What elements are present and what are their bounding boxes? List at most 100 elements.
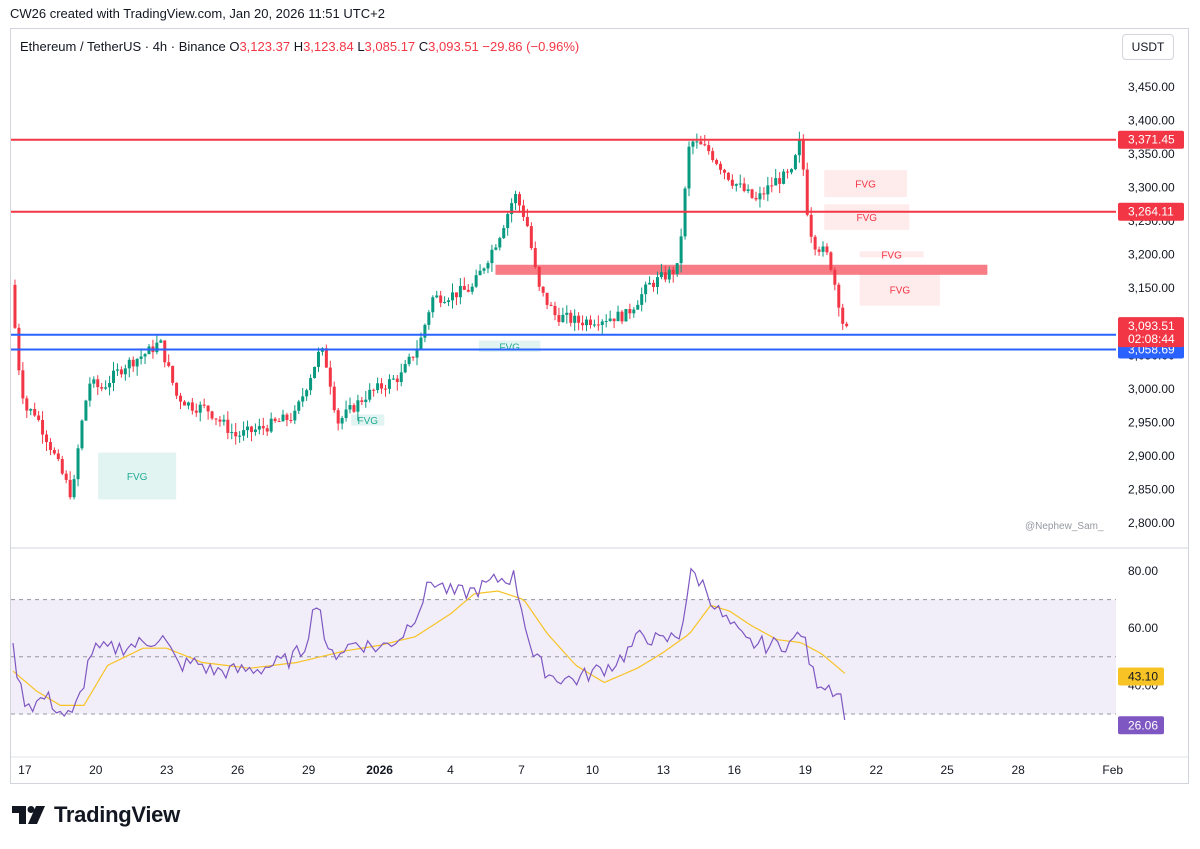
price-tick-label: 2,950.00: [1128, 415, 1175, 429]
candle-body: [490, 249, 494, 264]
candle-body: [789, 169, 793, 173]
candle-body: [711, 151, 715, 160]
candle-body: [399, 372, 403, 382]
time-tick-label: 23: [160, 763, 174, 777]
candle-body: [56, 453, 60, 460]
candle-body: [179, 395, 183, 402]
candle-body: [730, 179, 734, 186]
candle-body: [719, 163, 723, 170]
candle-body: [305, 390, 309, 397]
candle-body: [119, 369, 123, 375]
candle-body: [104, 387, 108, 389]
candle-body: [37, 415, 41, 420]
candle-body: [644, 284, 648, 295]
price-tick-label: 3,350.00: [1128, 147, 1175, 161]
candle-body: [60, 459, 64, 474]
candle-body: [829, 252, 833, 270]
candle-body: [100, 387, 104, 389]
rsi-line: [12, 567, 846, 721]
fvg-label: FVG: [890, 286, 911, 297]
candle-body: [202, 404, 206, 406]
fvg-label: FVG: [499, 342, 520, 353]
time-tick-label: 25: [940, 763, 954, 777]
chart-frame: [10, 28, 1189, 784]
fvg-label: FVG: [881, 250, 902, 261]
candle-body: [131, 359, 135, 367]
candle-body: [301, 396, 305, 402]
price-tick-label: 3,400.00: [1128, 114, 1175, 128]
time-tick-label: 29: [302, 763, 316, 777]
candle-body: [289, 419, 293, 421]
candle-body: [344, 409, 348, 419]
time-tick-label: 20: [89, 763, 103, 777]
resistance-price-tag-bg: [1118, 202, 1184, 221]
fvg-box: [859, 273, 941, 306]
candle-body: [190, 402, 194, 411]
candle-body: [691, 141, 695, 147]
candle-body: [671, 269, 675, 274]
candle-body: [813, 236, 817, 250]
candle-body: [687, 146, 691, 189]
rsi-value-tag-bg: [1118, 716, 1164, 735]
candle-body: [557, 315, 561, 323]
candle-body: [782, 171, 786, 184]
candle-body: [581, 322, 585, 326]
last-price-tag: 3,093.51: [1128, 319, 1175, 333]
candle-body: [163, 340, 167, 363]
candle-body: [206, 405, 210, 412]
candle-body: [249, 426, 253, 433]
candle-body: [348, 405, 352, 410]
candle-body: [108, 383, 112, 388]
candle-body: [419, 337, 423, 350]
price-tick-label: 3,300.00: [1128, 181, 1175, 195]
candle-body: [707, 145, 711, 152]
candle-body: [482, 268, 486, 271]
candle-body: [628, 309, 632, 314]
candle-body: [778, 178, 782, 184]
candle-body: [604, 320, 608, 322]
candle-body: [431, 297, 435, 313]
candle-body: [648, 282, 652, 285]
rsi-tick-label: 80.00: [1128, 564, 1158, 578]
candle-body: [328, 367, 332, 387]
watermark-text: @Nephew_Sam_: [1025, 521, 1104, 532]
candle-body: [13, 284, 17, 328]
fvg-label: FVG: [357, 416, 378, 427]
fvg-box: [859, 251, 924, 258]
tradingview-logo[interactable]: TradingView: [12, 802, 180, 828]
rsi-tick-label: 60.00: [1128, 621, 1158, 635]
fvg-box: [478, 340, 541, 352]
candle-body: [612, 318, 616, 322]
price-tick-label: 2,850.00: [1128, 482, 1175, 496]
candle-body: [234, 432, 238, 437]
candle-body: [450, 292, 454, 301]
candle-body: [380, 383, 384, 389]
candle-body: [72, 479, 76, 498]
currency-button[interactable]: USDT: [1122, 34, 1174, 60]
candle-body: [265, 428, 269, 432]
time-tick-label: 16: [728, 763, 742, 777]
candle-body: [734, 184, 738, 186]
tradingview-wordmark: TradingView: [54, 802, 180, 827]
candle-body: [41, 419, 45, 435]
resistance-price-tag: 3,264.11: [1128, 205, 1174, 219]
candle-body: [383, 388, 387, 390]
price-tick-label: 3,000.00: [1128, 382, 1175, 396]
candle-body: [222, 419, 226, 422]
candle-body: [443, 302, 447, 304]
candle-body: [171, 366, 175, 383]
candle-body: [573, 315, 577, 323]
candle-body: [297, 401, 301, 411]
candle-body: [624, 309, 628, 322]
candle-body: [52, 449, 56, 454]
candle-body: [533, 248, 537, 267]
candle-body: [454, 292, 458, 298]
candle-body: [439, 295, 443, 303]
symbol-title[interactable]: Ethereum / TetherUS · 4h · Binance: [20, 39, 226, 54]
candle-body: [372, 389, 376, 391]
candle-body: [391, 378, 395, 380]
candle-body: [21, 370, 25, 399]
candle-body: [316, 351, 320, 367]
